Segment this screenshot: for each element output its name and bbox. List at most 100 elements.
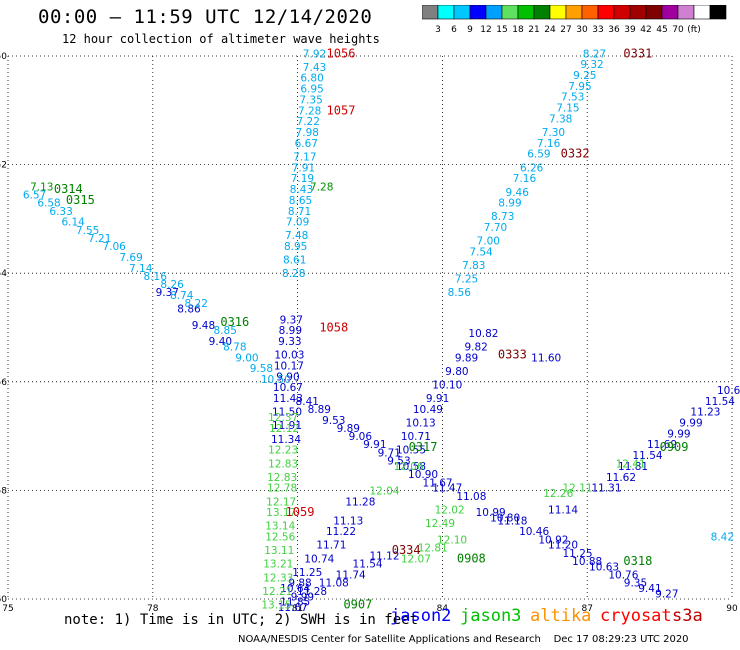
swh-value: 10.50: [261, 374, 291, 386]
legend-label: 33: [592, 25, 603, 35]
swh-value: 8.56: [448, 287, 472, 299]
swh-value: 10.58: [396, 461, 426, 473]
swh-value: 8.22: [185, 298, 208, 310]
pass-label: 0332: [561, 147, 590, 161]
swh-value: 8.16: [144, 271, 168, 283]
swh-value: 8.95: [284, 241, 307, 253]
swh-value: 10.62: [717, 385, 740, 397]
swh-value: 10.67: [273, 382, 303, 394]
legend-label: 45: [656, 25, 667, 35]
swh-value: 9.32: [580, 59, 603, 71]
swh-value: 7.48: [285, 230, 308, 242]
legend-label: 24: [544, 25, 556, 35]
swh-value: 11.60: [531, 352, 561, 364]
swh-value: 6.67: [295, 138, 318, 150]
swh-value: 7.69: [119, 252, 142, 264]
swh-value: 9.41: [638, 583, 661, 595]
swh-value: 9.25: [573, 70, 596, 82]
swh-value: 12.83: [268, 458, 298, 470]
pass-label: 0331: [623, 46, 652, 60]
legend-swatch: [709, 5, 727, 20]
swh-value: 6.58: [37, 198, 60, 210]
swh-value: 11.25: [292, 567, 322, 579]
legend-label: 12: [480, 25, 491, 35]
swh-value: 10.46: [519, 526, 549, 538]
swh-value: 8.41: [296, 396, 319, 408]
swh-value: 11.18: [497, 515, 527, 527]
pass-label: 0318: [623, 554, 652, 568]
swh-value: 7.95: [568, 81, 591, 93]
swh-value: 9.71: [378, 447, 401, 459]
swh-value: 9.99: [679, 418, 702, 430]
y-tick-label: -60: [0, 595, 7, 605]
swh-value: 7.16: [513, 173, 537, 185]
swh-value: 9.46: [506, 187, 530, 199]
swh-value: 10.88: [572, 556, 602, 568]
legend-label: 6: [451, 25, 457, 35]
swh-value: 10.49: [413, 404, 443, 416]
swh-value: 7.43: [303, 62, 326, 74]
swh-value: 6.57: [23, 189, 46, 201]
pass-label: 0907: [343, 597, 372, 611]
swh-value: 10.74: [304, 553, 334, 565]
swh-value: 9.88: [288, 578, 311, 590]
swh-value: 10.71: [401, 431, 431, 443]
swh-value: 8.86: [177, 303, 201, 315]
swh-value: 11.62: [606, 472, 636, 484]
swh-value: 10.92: [538, 534, 568, 546]
swh-value: 8.43: [290, 184, 313, 196]
swh-value: 7.35: [299, 94, 322, 106]
swh-value: 11.71: [316, 540, 346, 552]
footer-note: note: 1) Time is in UTC; 2) SWH is in fe…: [64, 612, 419, 628]
legend-label: 39: [624, 25, 636, 35]
swh-value: 7.15: [556, 103, 579, 115]
satellite-label-cryosat: cryosat: [600, 606, 672, 626]
swh-value: 11.23: [690, 407, 720, 419]
swh-value: 11.12: [369, 551, 399, 563]
swh-value: 9.53: [387, 456, 410, 468]
swh-value: 10.63: [589, 561, 619, 573]
swh-value: 12.17: [266, 496, 296, 508]
x-tick-label: 90: [726, 604, 738, 614]
swh-value: 10.10: [432, 380, 462, 392]
swh-value: 10.64: [280, 583, 310, 595]
swh-value: 7.54: [469, 246, 493, 258]
swh-value: 9.89: [455, 352, 478, 364]
swh-value: 11.14: [548, 504, 578, 516]
swh-value: 7.30: [542, 127, 565, 139]
swh-value: 10.90: [408, 469, 438, 481]
pass-label: 0317: [409, 440, 438, 454]
swh-value: 12.06: [394, 461, 424, 473]
swh-value: 12.83: [267, 472, 297, 484]
x-tick-label: 84: [437, 604, 449, 614]
swh-value: 12.23: [268, 445, 298, 457]
swh-value: 6.14: [61, 217, 85, 229]
legend-label: 70: [672, 25, 684, 35]
swh-value: 9.82: [464, 342, 487, 354]
x-tick-label: 87: [581, 604, 592, 614]
swh-value: 7.91: [292, 162, 315, 174]
pass-label: 0909: [660, 440, 689, 454]
y-tick-label: -50: [0, 52, 7, 62]
swh-value: 8.73: [491, 211, 514, 223]
swh-value: 11.25: [563, 548, 593, 560]
y-tick-label: -54: [0, 269, 7, 279]
page-subtitle: 12 hour collection of altimeter wave hei…: [62, 32, 380, 46]
satellite-label-s3a: s3a: [672, 606, 703, 626]
legend-label: 3: [435, 25, 441, 35]
swh-value: 7.55: [76, 225, 99, 237]
swh-value: 12.78: [267, 483, 297, 495]
swh-value: 8.61: [283, 255, 306, 267]
satellite-label-altika: altika: [530, 606, 592, 626]
swh-value: 12.04: [369, 485, 399, 497]
swh-value: 10.03: [274, 350, 304, 362]
legend-label: 36: [608, 25, 620, 35]
swh-value: 9.35: [624, 578, 647, 590]
swh-value: 7.98: [296, 127, 319, 139]
swh-value: 9.06: [349, 431, 373, 443]
swh-value: 7.19: [291, 173, 314, 185]
swh-value: 11.08: [456, 491, 486, 503]
pass-label: 0908: [457, 551, 486, 565]
swh-value: 9.89: [337, 423, 360, 435]
